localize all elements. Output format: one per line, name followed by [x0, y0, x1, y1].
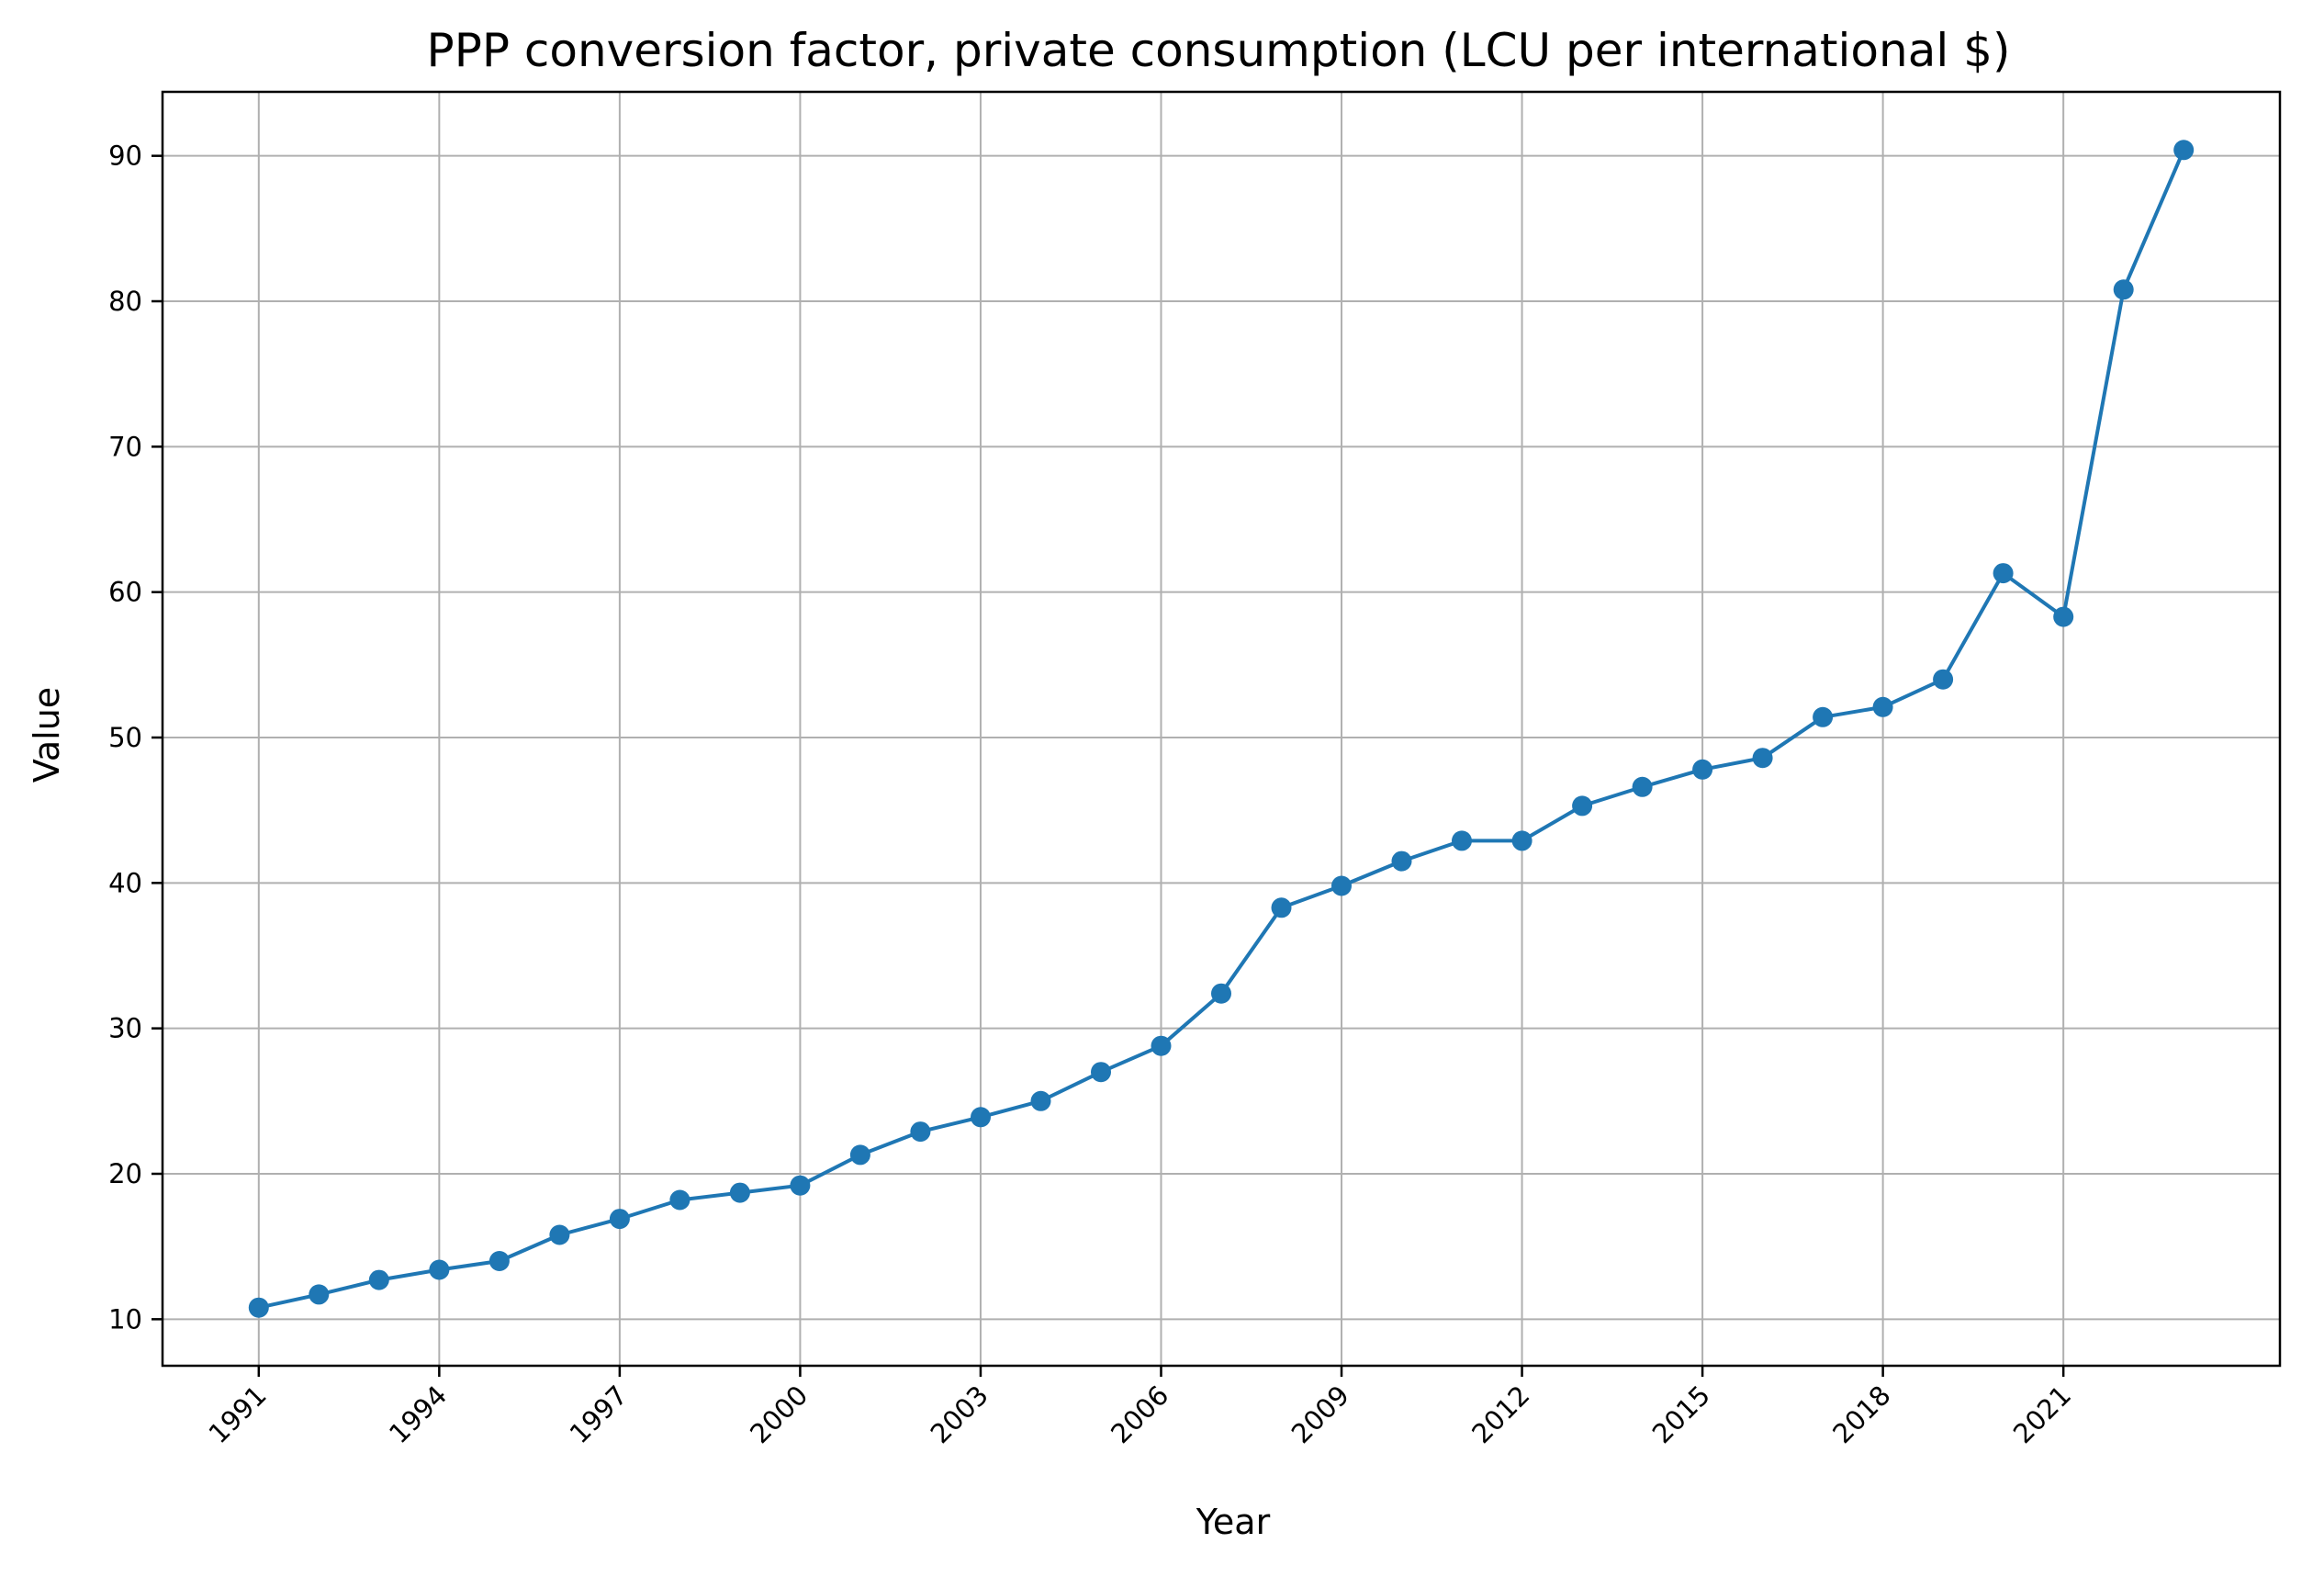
- data-point-2019: [1933, 669, 1954, 690]
- x-axis-title: Year: [1196, 1502, 1271, 1542]
- x-tick-label: 1991: [203, 1380, 273, 1449]
- y-tick-label: 60: [108, 577, 142, 608]
- data-point-2014: [1632, 776, 1653, 797]
- y-axis-title: Value: [27, 687, 67, 783]
- data-series: [248, 140, 2195, 1318]
- data-point-2023: [2173, 140, 2195, 161]
- axis-ticks: 1991 1994 1997 2000 2003 2006 2009 2012 2015 2018…: [108, 141, 2077, 1449]
- y-tick-label: 40: [108, 867, 142, 898]
- data-point-2022: [2113, 279, 2134, 300]
- x-tick-label: 2012: [1465, 1380, 1535, 1449]
- data-point-1997: [609, 1209, 630, 1230]
- y-tick-label: 90: [108, 141, 142, 172]
- data-point-2020: [1993, 563, 2014, 584]
- x-tick-label: 2015: [1646, 1380, 1716, 1449]
- data-point-2016: [1752, 748, 1773, 769]
- x-tick-label: 2003: [925, 1380, 994, 1449]
- x-tick-label: 2021: [2007, 1380, 2077, 1449]
- series-line: [256, 148, 2186, 1310]
- y-tick-label: 70: [108, 431, 142, 462]
- plot-frame: [161, 90, 2282, 1368]
- data-point-2005: [1091, 1062, 1111, 1083]
- data-point-1995: [488, 1251, 510, 1271]
- data-point-2007: [1211, 983, 1231, 1004]
- data-point-1994: [429, 1259, 450, 1280]
- data-point-2013: [1572, 795, 1593, 817]
- x-tick-label: 2009: [1285, 1380, 1355, 1449]
- grid-lines: [163, 92, 2280, 1366]
- y-tick-label: 30: [108, 1013, 142, 1044]
- data-point-1991: [248, 1297, 269, 1318]
- data-point-1998: [669, 1189, 690, 1211]
- chart-title: PPP conversion factor, private consumpti…: [427, 24, 2011, 77]
- y-tick-label: 80: [108, 286, 142, 317]
- data-point-2001: [849, 1144, 870, 1166]
- data-point-2021: [2053, 606, 2074, 627]
- data-point-1993: [368, 1269, 389, 1290]
- x-tick-label: 1997: [564, 1380, 634, 1449]
- x-tick-label: 1994: [383, 1380, 453, 1449]
- data-point-2000: [790, 1175, 811, 1196]
- data-point-2018: [1872, 696, 1893, 717]
- data-point-1996: [549, 1224, 570, 1245]
- data-point-2008: [1271, 897, 1292, 918]
- data-point-2006: [1151, 1035, 1172, 1056]
- data-point-2017: [1813, 706, 1834, 727]
- data-point-2012: [1511, 830, 1532, 851]
- x-tick-label: 2006: [1105, 1380, 1174, 1449]
- data-point-1992: [309, 1284, 330, 1305]
- data-point-2009: [1331, 875, 1352, 896]
- data-point-2002: [910, 1121, 931, 1143]
- y-tick-label: 50: [108, 722, 142, 753]
- x-tick-label: 2000: [744, 1380, 814, 1449]
- y-tick-label: 20: [108, 1158, 142, 1189]
- data-point-2004: [1030, 1090, 1051, 1111]
- data-point-1999: [729, 1182, 750, 1203]
- data-point-2003: [971, 1107, 991, 1128]
- data-point-2010: [1391, 850, 1412, 872]
- data-point-2015: [1692, 759, 1713, 780]
- data-point-2011: [1452, 830, 1472, 851]
- x-tick-label: 2018: [1826, 1380, 1896, 1449]
- y-tick-label: 10: [108, 1303, 142, 1335]
